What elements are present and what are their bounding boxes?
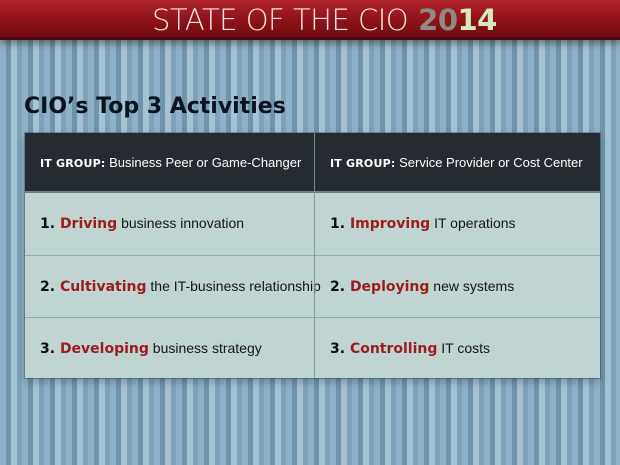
- banner-title-text: STATE OF THE CIO: [152, 3, 409, 37]
- table-row: 2. Cultivating the IT-business relations…: [25, 255, 600, 316]
- table-row: 3. Developing business strategy 3. Contr…: [25, 317, 600, 378]
- table-cell-right: 2. Deploying new systems: [330, 256, 514, 317]
- item-keyword: Developing: [59, 341, 149, 357]
- table-cell-left: 2. Cultivating the IT-business relations…: [40, 256, 321, 317]
- table-cell-left: 1. Driving business innovation: [40, 193, 244, 254]
- section-title: CIO’s Top 3 Activities: [24, 94, 286, 119]
- column-header-left-prefix: IT GROUP:: [40, 157, 106, 170]
- item-rest: IT operations: [430, 215, 516, 231]
- banner-year: 2014: [418, 3, 497, 37]
- item-number: 1.: [330, 216, 350, 232]
- column-divider: [314, 133, 315, 378]
- item-number: 3.: [330, 341, 350, 357]
- item-keyword: Deploying: [349, 279, 430, 295]
- item-rest: business innovation: [117, 215, 245, 231]
- item-number: 2.: [40, 279, 60, 295]
- column-header-right-label: Service Provider or Cost Center: [395, 155, 583, 170]
- item-rest: business strategy: [148, 340, 262, 356]
- item-number: 3.: [40, 341, 60, 357]
- table-cell-left: 3. Developing business strategy: [40, 318, 262, 378]
- column-header-left: IT GROUP: Business Peer or Game-Changer: [40, 133, 301, 193]
- banner-year-part-2: 14: [457, 3, 498, 37]
- item-keyword: Cultivating: [59, 279, 147, 295]
- banner-year-part-1: 20: [418, 3, 458, 37]
- table-header: IT GROUP: Business Peer or Game-Changer …: [25, 133, 600, 193]
- table-cell-right: 1. Improving IT operations: [330, 193, 516, 254]
- item-number: 2.: [330, 279, 350, 295]
- item-number: 1.: [40, 216, 60, 232]
- table-cell-right: 3. Controlling IT costs: [330, 318, 490, 378]
- item-rest: the IT-business relationship: [146, 278, 321, 294]
- item-keyword: Driving: [59, 216, 118, 232]
- banner-title: STATE OF THE CIO 2014: [152, 3, 497, 37]
- item-keyword: Controlling: [349, 341, 438, 357]
- column-header-right: IT GROUP: Service Provider or Cost Cente…: [330, 133, 583, 193]
- item-keyword: Improving: [349, 216, 431, 232]
- item-rest: IT costs: [437, 340, 491, 356]
- column-header-right-prefix: IT GROUP:: [330, 157, 396, 170]
- column-header-left-label: Business Peer or Game-Changer: [105, 155, 302, 170]
- banner: STATE OF THE CIO 2014: [0, 0, 620, 40]
- item-rest: new systems: [429, 278, 515, 294]
- activities-table: IT GROUP: Business Peer or Game-Changer …: [25, 133, 600, 378]
- table-row: 1. Driving business innovation 1. Improv…: [25, 193, 600, 254]
